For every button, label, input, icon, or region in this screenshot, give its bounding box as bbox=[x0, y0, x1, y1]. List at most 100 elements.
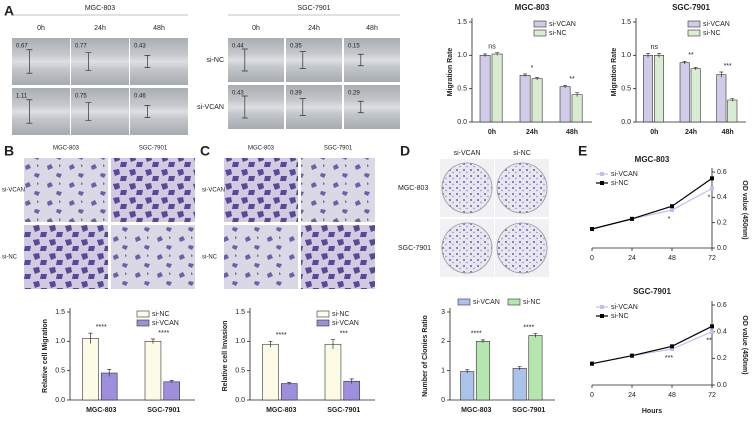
legend-label: si-NC bbox=[332, 311, 350, 318]
wound-image bbox=[71, 38, 129, 85]
line bbox=[591, 325, 713, 365]
y-tick-label: 1.5 bbox=[457, 19, 467, 26]
significance: ns bbox=[651, 44, 659, 51]
error-bar bbox=[523, 73, 528, 77]
error-bar bbox=[169, 380, 174, 383]
legend-swatch bbox=[687, 29, 701, 37]
y-tick-label: 1.0 bbox=[457, 52, 467, 59]
colony-dish bbox=[496, 222, 548, 274]
y-tick-label: 0.5 bbox=[621, 86, 631, 93]
error-bar bbox=[150, 338, 155, 344]
legend-swatch bbox=[136, 319, 150, 327]
bar bbox=[716, 74, 727, 123]
legend-swatch bbox=[457, 298, 471, 306]
bar bbox=[82, 338, 99, 401]
y-tick-label: 0.2 bbox=[717, 220, 727, 227]
error-bar bbox=[330, 339, 335, 349]
x-tick-label: 48h bbox=[566, 129, 578, 136]
x-tick-label: MGC-803 bbox=[86, 407, 116, 414]
legend-label: si-NC bbox=[611, 180, 629, 187]
legend-label: si-NC bbox=[611, 313, 629, 320]
bar bbox=[491, 53, 503, 123]
legend-swatch bbox=[507, 298, 521, 306]
significance: ** bbox=[688, 52, 694, 59]
colony-dish bbox=[441, 162, 493, 214]
error-bar bbox=[517, 366, 522, 371]
x-tick-label: 0 bbox=[590, 255, 594, 262]
significance: **** bbox=[523, 324, 534, 331]
bar bbox=[679, 62, 690, 123]
row-label: si-NC bbox=[207, 57, 225, 64]
bar bbox=[144, 341, 162, 401]
legend-marker bbox=[600, 172, 604, 176]
scale-bar bbox=[144, 105, 151, 118]
y-tick-label: 1.0 bbox=[621, 52, 631, 59]
marker bbox=[710, 329, 714, 334]
significance: * bbox=[668, 216, 671, 223]
significance: **** bbox=[471, 331, 482, 338]
x-axis-label: Hours bbox=[642, 408, 662, 415]
x-tick-label: 0h bbox=[488, 129, 496, 136]
row-label: si-VCAN bbox=[202, 188, 225, 194]
image-header: SGC-7901 bbox=[297, 5, 330, 12]
x-tick-label: 0 bbox=[590, 392, 594, 399]
x-tick-label: 72 bbox=[708, 392, 716, 399]
chart-title: MGC-803 bbox=[635, 155, 670, 164]
marker bbox=[670, 204, 674, 209]
wound-image bbox=[71, 88, 129, 135]
error-bar bbox=[465, 369, 470, 374]
error-bar bbox=[480, 339, 485, 343]
error-bar bbox=[287, 382, 292, 385]
transwell-image bbox=[224, 158, 298, 222]
y-tick-label: 0.0 bbox=[457, 119, 467, 126]
time-label: 48h bbox=[366, 25, 378, 32]
bar bbox=[571, 94, 583, 123]
bar bbox=[280, 383, 298, 401]
line bbox=[591, 177, 713, 230]
y-tick-label: 0.4 bbox=[717, 194, 727, 201]
x-tick-label: MGC-803 bbox=[266, 407, 296, 414]
legend-label: si-VCAN bbox=[611, 304, 638, 311]
wound-image bbox=[228, 38, 284, 82]
significance: **** bbox=[276, 332, 287, 339]
gap-width: 0.67 bbox=[16, 44, 28, 50]
x-tick-label: 48 bbox=[668, 392, 676, 399]
bar bbox=[460, 371, 475, 401]
y-axis-label: OD value (450nm) bbox=[741, 180, 748, 239]
x-tick-label: 24 bbox=[628, 392, 636, 399]
column-label: si-VCAN bbox=[454, 150, 481, 157]
scale-bar bbox=[241, 95, 248, 119]
legend-label: si-VCAN bbox=[473, 299, 500, 306]
legend-swatch bbox=[533, 29, 547, 37]
time-label: 0h bbox=[37, 25, 45, 32]
bar bbox=[479, 55, 491, 123]
y-axis-label: Migration Rate bbox=[611, 48, 618, 97]
error-bar bbox=[730, 98, 735, 102]
scale-bar bbox=[26, 99, 33, 124]
time-label: 24h bbox=[308, 25, 320, 32]
x-tick-label: 24h bbox=[526, 129, 538, 136]
bar bbox=[324, 343, 342, 401]
y-tick-label: 1.0 bbox=[235, 338, 245, 345]
y-tick-label: 0.5 bbox=[235, 368, 245, 375]
row-label: SGC-7901 bbox=[398, 245, 431, 252]
transwell-image bbox=[24, 225, 108, 289]
marker bbox=[670, 347, 674, 351]
column-label: si-NC bbox=[513, 150, 531, 157]
marker bbox=[670, 344, 674, 349]
chart-title: SGC-7901 bbox=[633, 287, 671, 296]
legend-swatch bbox=[316, 319, 330, 327]
marker bbox=[590, 361, 594, 366]
legend-label: si-VCAN bbox=[549, 21, 576, 28]
y-tick-label: 0.2 bbox=[717, 355, 727, 362]
legend-label: si-VCAN bbox=[152, 320, 179, 327]
error-bar bbox=[575, 92, 580, 97]
significance: **** bbox=[158, 330, 169, 337]
chart-title: MGC-803 bbox=[515, 3, 550, 12]
y-tick-label: 0.6 bbox=[717, 169, 727, 176]
gap-width: 0.77 bbox=[75, 44, 87, 50]
transwell-image bbox=[24, 158, 108, 222]
marker bbox=[710, 324, 714, 329]
x-tick-label: SGC-7901 bbox=[512, 407, 545, 414]
error-bar bbox=[682, 60, 687, 64]
